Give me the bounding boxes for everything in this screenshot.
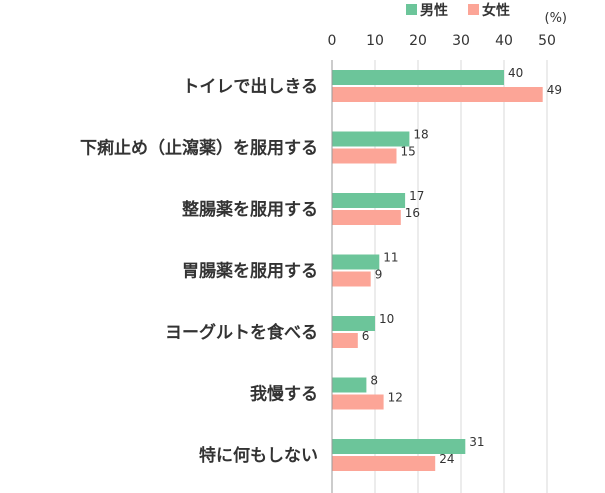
category-label-3: 胃腸薬を服用する (182, 262, 318, 282)
x-axis-ticks: 0 10 20 30 40 50 (328, 33, 556, 49)
x-tick-label-3: 30 (452, 33, 470, 49)
bar-3-0 (332, 254, 380, 270)
x-tick-label-0: 0 (328, 33, 337, 49)
data-label-0-0: 40 (508, 66, 523, 80)
data-label-1-0: 18 (413, 128, 428, 142)
bar-1-1 (332, 148, 397, 164)
bar-3-1 (332, 271, 371, 287)
x-tick-label-2: 20 (409, 33, 427, 49)
data-label-6-1: 24 (439, 452, 454, 466)
bar-6-1 (332, 456, 436, 471)
bar-1-0 (332, 131, 410, 147)
data-label-2-1: 16 (405, 206, 420, 220)
bar-5-1 (332, 394, 384, 410)
category-label-1: 下痢止め（止瀉薬）を服用する (80, 138, 318, 159)
data-label-5-1: 12 (388, 391, 403, 405)
data-label-3-0: 11 (383, 251, 398, 265)
gridlines (374, 60, 548, 493)
legend-swatch-1 (468, 4, 479, 15)
x-tick-label-4: 40 (495, 33, 513, 49)
data-label-3-1: 9 (375, 268, 383, 282)
bar-0-1 (332, 87, 543, 102)
category-label-6: 特に何もしない (199, 445, 318, 466)
bar-4-0 (332, 316, 375, 331)
bar-6-0 (332, 439, 466, 454)
data-label-6-0: 31 (469, 435, 484, 449)
bar-4-1 (332, 333, 358, 348)
legend: 男性 女性 (406, 2, 510, 19)
category-label-5: 我慢する (250, 384, 318, 405)
category-label-0: トイレで出しきる (182, 76, 318, 97)
category-label-4: ヨーグルトを食べる (165, 322, 318, 343)
x-tick-label-5: 50 (538, 33, 556, 49)
data-label-5-0: 8 (370, 374, 378, 388)
data-label-0-1: 49 (547, 83, 562, 97)
legend-swatch-0 (406, 4, 417, 15)
bar-2-0 (332, 193, 406, 208)
bar-2-1 (332, 210, 401, 225)
x-tick-label-1: 10 (366, 33, 384, 49)
bar-0-0 (332, 70, 504, 85)
category-labels: トイレで出しきる下痢止め（止瀉薬）を服用する整腸薬を服用する胃腸薬を服用するヨー… (80, 76, 318, 466)
legend-label-0: 男性 (420, 2, 448, 19)
data-label-1-1: 15 (401, 145, 416, 159)
legend-label-1: 女性 (482, 2, 510, 19)
category-label-2: 整腸薬を服用する (182, 199, 318, 220)
bars: 40 49 18 15 17 16 119 10 6 8 12 31 24 (332, 66, 562, 471)
bar-5-0 (332, 377, 367, 393)
data-label-4-1: 6 (362, 329, 370, 343)
data-label-2-0: 17 (409, 189, 424, 203)
axis-unit-label: (%) (545, 11, 568, 26)
data-label-4-0: 10 (379, 312, 394, 326)
